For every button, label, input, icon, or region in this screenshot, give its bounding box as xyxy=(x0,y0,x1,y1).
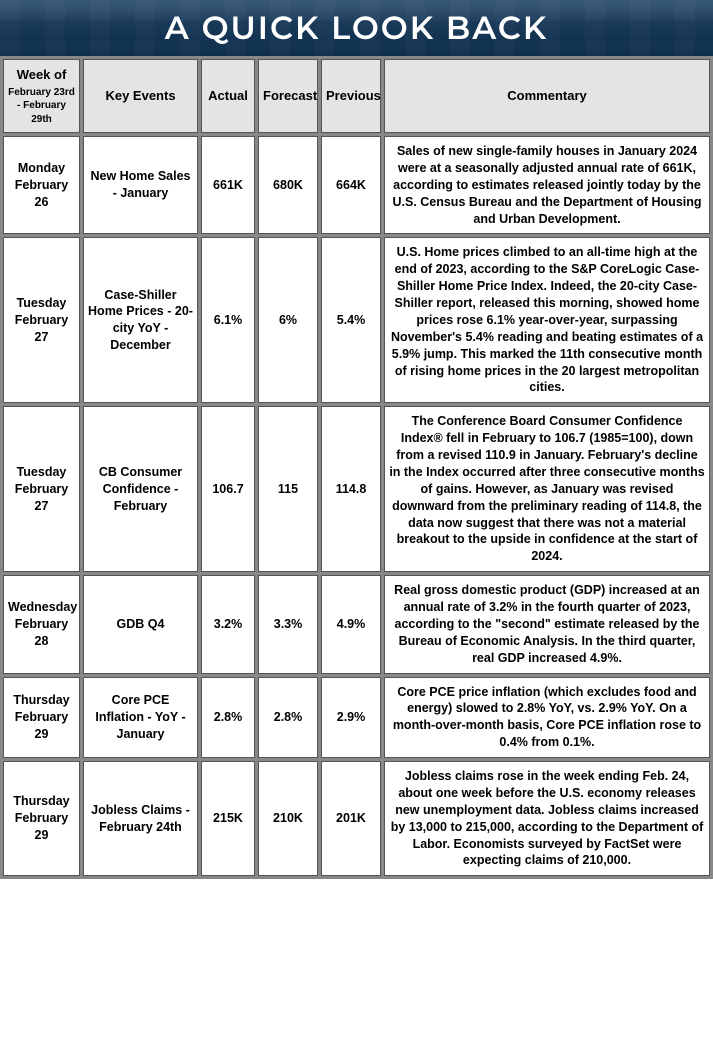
table-header-row: Week of February 23rd - February 29th Ke… xyxy=(3,59,710,133)
commentary-cell: Sales of new single-family houses in Jan… xyxy=(384,136,710,234)
event-cell: CB Consumer Confidence - February xyxy=(83,406,198,572)
date-cell: Thursday February 29 xyxy=(3,677,80,759)
table-row: Monday February 26New Home Sales - Janua… xyxy=(3,136,710,234)
event-cell: Jobless Claims - February 24th xyxy=(83,761,198,876)
date-cell: Monday February 26 xyxy=(3,136,80,234)
previous-cell: 4.9% xyxy=(321,575,381,673)
previous-cell: 201K xyxy=(321,761,381,876)
col-header-date: Week of February 23rd - February 29th xyxy=(3,59,80,133)
forecast-cell: 2.8% xyxy=(258,677,318,759)
actual-cell: 3.2% xyxy=(201,575,255,673)
commentary-cell: Real gross domestic product (GDP) increa… xyxy=(384,575,710,673)
data-table: Week of February 23rd - February 29th Ke… xyxy=(0,56,713,879)
table-row: Tuesday February 27Case-Shiller Home Pri… xyxy=(3,237,710,403)
previous-cell: 664K xyxy=(321,136,381,234)
col-header-events: Key Events xyxy=(83,59,198,133)
previous-cell: 114.8 xyxy=(321,406,381,572)
event-cell: Core PCE Inflation - YoY - January xyxy=(83,677,198,759)
actual-cell: 661K xyxy=(201,136,255,234)
event-cell: New Home Sales - January xyxy=(83,136,198,234)
event-cell: GDB Q4 xyxy=(83,575,198,673)
table-row: Thursday February 29Core PCE Inflation -… xyxy=(3,677,710,759)
actual-cell: 6.1% xyxy=(201,237,255,403)
banner: A QUICK LOOK BACK xyxy=(0,0,713,56)
table-row: Wednesday February 28GDB Q43.2%3.3%4.9%R… xyxy=(3,575,710,673)
date-cell: Thursday February 29 xyxy=(3,761,80,876)
event-cell: Case-Shiller Home Prices - 20-city YoY -… xyxy=(83,237,198,403)
forecast-cell: 115 xyxy=(258,406,318,572)
commentary-cell: Jobless claims rose in the week ending F… xyxy=(384,761,710,876)
previous-cell: 5.4% xyxy=(321,237,381,403)
date-cell: Wednesday February 28 xyxy=(3,575,80,673)
commentary-cell: The Conference Board Consumer Confidence… xyxy=(384,406,710,572)
col-header-date-label: Week of xyxy=(17,67,67,82)
col-header-forecast: Forecast xyxy=(258,59,318,133)
col-header-commentary: Commentary xyxy=(384,59,710,133)
date-cell: Tuesday February 27 xyxy=(3,406,80,572)
col-header-previous: Previous xyxy=(321,59,381,133)
col-header-actual: Actual xyxy=(201,59,255,133)
col-header-date-range: February 23rd - February 29th xyxy=(8,86,75,127)
forecast-cell: 210K xyxy=(258,761,318,876)
forecast-cell: 6% xyxy=(258,237,318,403)
date-cell: Tuesday February 27 xyxy=(3,237,80,403)
commentary-cell: U.S. Home prices climbed to an all-time … xyxy=(384,237,710,403)
actual-cell: 2.8% xyxy=(201,677,255,759)
commentary-cell: Core PCE price inflation (which excludes… xyxy=(384,677,710,759)
forecast-cell: 680K xyxy=(258,136,318,234)
table-row: Thursday February 29Jobless Claims - Feb… xyxy=(3,761,710,876)
actual-cell: 215K xyxy=(201,761,255,876)
previous-cell: 2.9% xyxy=(321,677,381,759)
banner-title: A QUICK LOOK BACK xyxy=(165,9,548,48)
forecast-cell: 3.3% xyxy=(258,575,318,673)
actual-cell: 106.7 xyxy=(201,406,255,572)
table-row: Tuesday February 27CB Consumer Confidenc… xyxy=(3,406,710,572)
